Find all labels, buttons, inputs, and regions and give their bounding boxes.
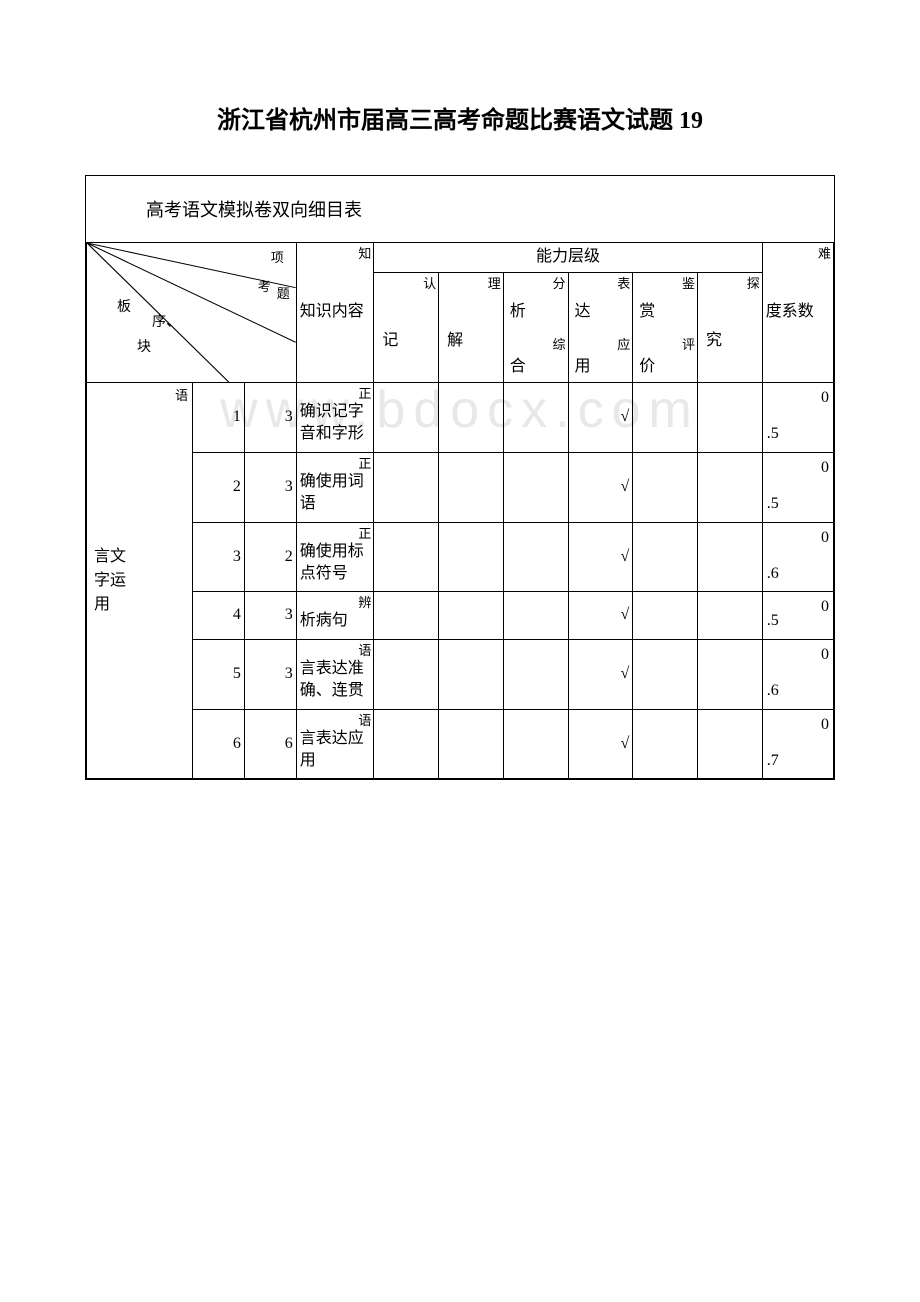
question-number: 4 <box>193 592 245 639</box>
diag-label: 项 <box>271 249 284 267</box>
diag-label: 块 <box>137 338 151 358</box>
knowledge-content: 语言表达准确、连贯 <box>296 639 374 709</box>
ability-mark <box>439 522 504 592</box>
ability-mark <box>374 639 439 709</box>
diag-label: 考 <box>258 278 271 296</box>
diag-label: 序、 <box>152 313 180 333</box>
ability-mark <box>697 639 762 709</box>
table-row: 32正确使用标点符号 √ 0.6 <box>87 522 834 592</box>
score: 3 <box>244 383 296 453</box>
col-header-ability: 鉴 赏 评 价 <box>633 273 698 383</box>
score: 6 <box>244 709 296 779</box>
ability-mark <box>374 522 439 592</box>
spec-table: 项 考 题 序、 板 块 知 知识内容 能力层级 <box>86 242 834 779</box>
ability-mark <box>697 452 762 522</box>
header-row-1: 项 考 题 序、 板 块 知 知识内容 能力层级 <box>87 243 834 273</box>
difficulty: 0.5 <box>762 383 833 453</box>
difficulty: 0.7 <box>762 709 833 779</box>
table-row: 23正确使用词语 √ 0.5 <box>87 452 834 522</box>
question-number: 1 <box>193 383 245 453</box>
knowledge-content: 正确使用词语 <box>296 452 374 522</box>
score: 2 <box>244 522 296 592</box>
ability-mark: √ <box>568 522 633 592</box>
knowledge-content: 辨析病句 <box>296 592 374 639</box>
knowledge-content: 正确识记字音和字形 <box>296 383 374 453</box>
score: 3 <box>244 639 296 709</box>
diagonal-header: 项 考 题 序、 板 块 <box>87 243 297 383</box>
col-header-ability: 分 析 综 合 <box>503 273 568 383</box>
ability-mark <box>633 709 698 779</box>
score: 3 <box>244 452 296 522</box>
ability-mark <box>503 592 568 639</box>
ability-mark <box>503 452 568 522</box>
difficulty: 0.6 <box>762 639 833 709</box>
ability-mark <box>633 639 698 709</box>
ability-mark <box>439 709 504 779</box>
difficulty: 0.6 <box>762 522 833 592</box>
ability-mark <box>633 452 698 522</box>
ability-mark: √ <box>568 709 633 779</box>
difficulty: 0.5 <box>762 452 833 522</box>
ability-mark <box>697 383 762 453</box>
table-row: 43辨析病句 √ 0.5 <box>87 592 834 639</box>
ability-mark: √ <box>568 452 633 522</box>
col-header-difficulty: 难 度系数 <box>762 243 833 383</box>
ability-mark <box>439 452 504 522</box>
col-header-ability: 认 记 <box>374 273 439 383</box>
ability-mark: √ <box>568 639 633 709</box>
col-header-ability: 理 解 <box>439 273 504 383</box>
ability-mark <box>503 383 568 453</box>
col-header-ability: 表 达 应 用 <box>568 273 633 383</box>
ability-mark <box>633 522 698 592</box>
question-number: 6 <box>193 709 245 779</box>
diag-label: 题 <box>277 285 290 303</box>
difficulty: 0.5 <box>762 592 833 639</box>
diag-label: 板 <box>117 298 131 318</box>
ability-mark <box>697 709 762 779</box>
subtitle-row: 高考语文模拟卷双向细目表 <box>86 176 835 243</box>
ability-mark <box>374 452 439 522</box>
ability-mark <box>439 639 504 709</box>
ability-mark <box>633 592 698 639</box>
col-header-ability-group: 能力层级 <box>374 243 762 273</box>
ability-mark <box>439 592 504 639</box>
score: 3 <box>244 592 296 639</box>
ability-mark <box>374 383 439 453</box>
ability-mark <box>503 709 568 779</box>
table-row: 66语言表达应用√0.7 <box>87 709 834 779</box>
ability-mark <box>374 592 439 639</box>
question-number: 3 <box>193 522 245 592</box>
ability-mark <box>503 522 568 592</box>
ability-mark <box>697 522 762 592</box>
table-row: 53语言表达准确、连贯 √ 0.6 <box>87 639 834 709</box>
ability-mark <box>697 592 762 639</box>
knowledge-content: 语言表达应用 <box>296 709 374 779</box>
ability-mark <box>374 709 439 779</box>
question-number: 2 <box>193 452 245 522</box>
table-row: 语言文字运用13正确识记字音和字形√0.5 <box>87 383 834 453</box>
question-number: 5 <box>193 639 245 709</box>
outer-table: 高考语文模拟卷双向细目表 <box>85 175 835 780</box>
ability-mark <box>503 639 568 709</box>
document: 浙江省杭州市届高三高考命题比赛语文试题 19 高考语文模拟卷双向细目表 <box>85 100 835 780</box>
ability-mark: √ <box>568 592 633 639</box>
page-title: 浙江省杭州市届高三高考命题比赛语文试题 19 <box>85 100 835 135</box>
col-header-ability: 探 究 <box>697 273 762 383</box>
ability-mark <box>633 383 698 453</box>
section-label: 语言文字运用 <box>87 383 193 779</box>
ability-mark <box>439 383 504 453</box>
knowledge-content: 正确使用标点符号 <box>296 522 374 592</box>
ability-mark: √ <box>568 383 633 453</box>
col-header-knowledge: 知 知识内容 <box>296 243 374 383</box>
subtitle: 高考语文模拟卷双向细目表 <box>86 176 835 243</box>
